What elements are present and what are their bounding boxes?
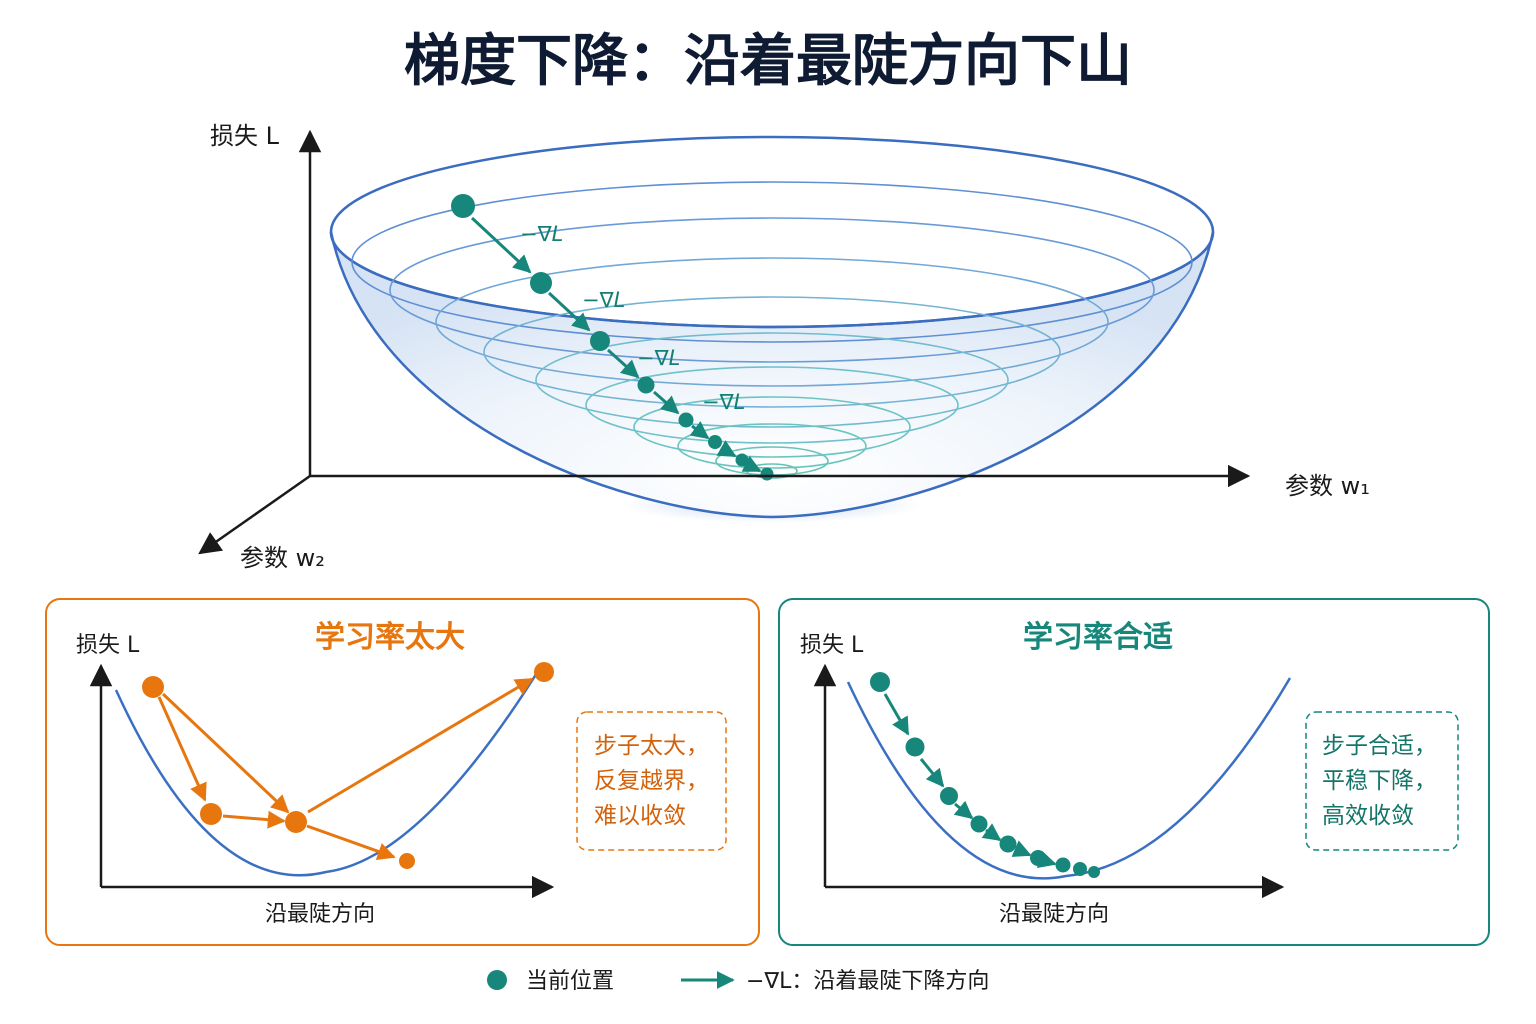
x-axis-label: 沿最陡方向 — [265, 902, 375, 927]
gradient-label: −∇L — [582, 288, 625, 312]
legend: 当前位置 −∇L：沿着最陡下降方向 — [487, 969, 989, 994]
step-point — [1088, 866, 1100, 878]
gradient-label: −∇L — [637, 346, 680, 370]
step-point — [1055, 857, 1071, 873]
z-axis — [198, 474, 311, 555]
step-point — [285, 811, 307, 833]
step-point — [970, 815, 988, 833]
gradient-label: −∇L — [520, 222, 563, 246]
step-point — [1073, 862, 1087, 876]
step-point — [142, 676, 164, 698]
note-line: 高效收敛 — [1322, 803, 1414, 829]
loss-curve — [846, 677, 1292, 880]
legend-point-label: 当前位置 — [526, 969, 614, 994]
panel-large-learning-rate: 学习率太大 损失 L 沿最陡方向 步子太大， 反复越界， 难以收敛 — [45, 598, 760, 946]
y-axis-label: 损失 L — [210, 122, 280, 150]
note-line: 难以收敛 — [594, 803, 686, 829]
step-point — [200, 803, 222, 825]
note-line: 步子太大， — [594, 733, 709, 759]
step-point — [870, 672, 890, 692]
panel-title: 学习率太大 — [315, 620, 465, 655]
descent-point — [637, 376, 655, 394]
descent-point — [678, 412, 694, 428]
panel-title: 学习率合适 — [1023, 620, 1173, 655]
descent-path — [470, 216, 762, 473]
bowl-rim — [329, 135, 1215, 329]
panel-good-learning-rate: 学习率合适 损失 L 沿最陡方向 步子合适， 平稳下降， 高效 — [778, 598, 1490, 946]
descent-point — [590, 331, 610, 351]
step-point — [1030, 850, 1046, 866]
axes-3d — [198, 129, 1251, 555]
descent-points — [451, 194, 774, 481]
step-point — [534, 662, 554, 682]
descent-point — [451, 194, 475, 218]
note-line: 步子合适， — [1322, 733, 1437, 759]
note-line: 平稳下降， — [1322, 768, 1437, 794]
x-axis-label: 沿最陡方向 — [999, 902, 1109, 927]
descent-point — [760, 467, 774, 481]
contour-lines — [351, 181, 1193, 479]
panel-frame — [778, 598, 1490, 946]
y-axis-label: 损失 L — [800, 633, 864, 658]
descent-point — [735, 453, 749, 467]
z-axis-label: 参数 w₂ — [240, 544, 325, 572]
descent-path — [883, 693, 1057, 868]
legend-arrow-label: −∇L：沿着最陡下降方向 — [746, 969, 989, 994]
step-point — [999, 835, 1017, 853]
step-point — [940, 787, 958, 805]
descent-points — [870, 672, 1100, 878]
step-point — [905, 737, 925, 757]
page-title: 梯度下降：沿着最陡方向下山 — [404, 29, 1132, 94]
y-axis-label: 损失 L — [76, 633, 140, 658]
descent-point — [530, 272, 552, 294]
note-line: 反复越界， — [594, 768, 709, 794]
panel-frame — [45, 598, 760, 946]
legend-point-marker — [487, 970, 507, 990]
loss-curve — [114, 667, 542, 877]
step-point — [399, 853, 415, 869]
overshoot-points — [142, 662, 554, 869]
bowl-diagram: −∇L −∇L −∇L −∇L 损失 L 参数 w₁ 参数 w₂ — [198, 122, 1370, 572]
gradient-label: −∇L — [702, 390, 745, 414]
note-box — [576, 711, 727, 851]
note-box — [1305, 711, 1459, 851]
overshoot-path — [157, 677, 534, 861]
x-axis-label: 参数 w₁ — [1285, 472, 1370, 500]
descent-point — [708, 435, 722, 449]
